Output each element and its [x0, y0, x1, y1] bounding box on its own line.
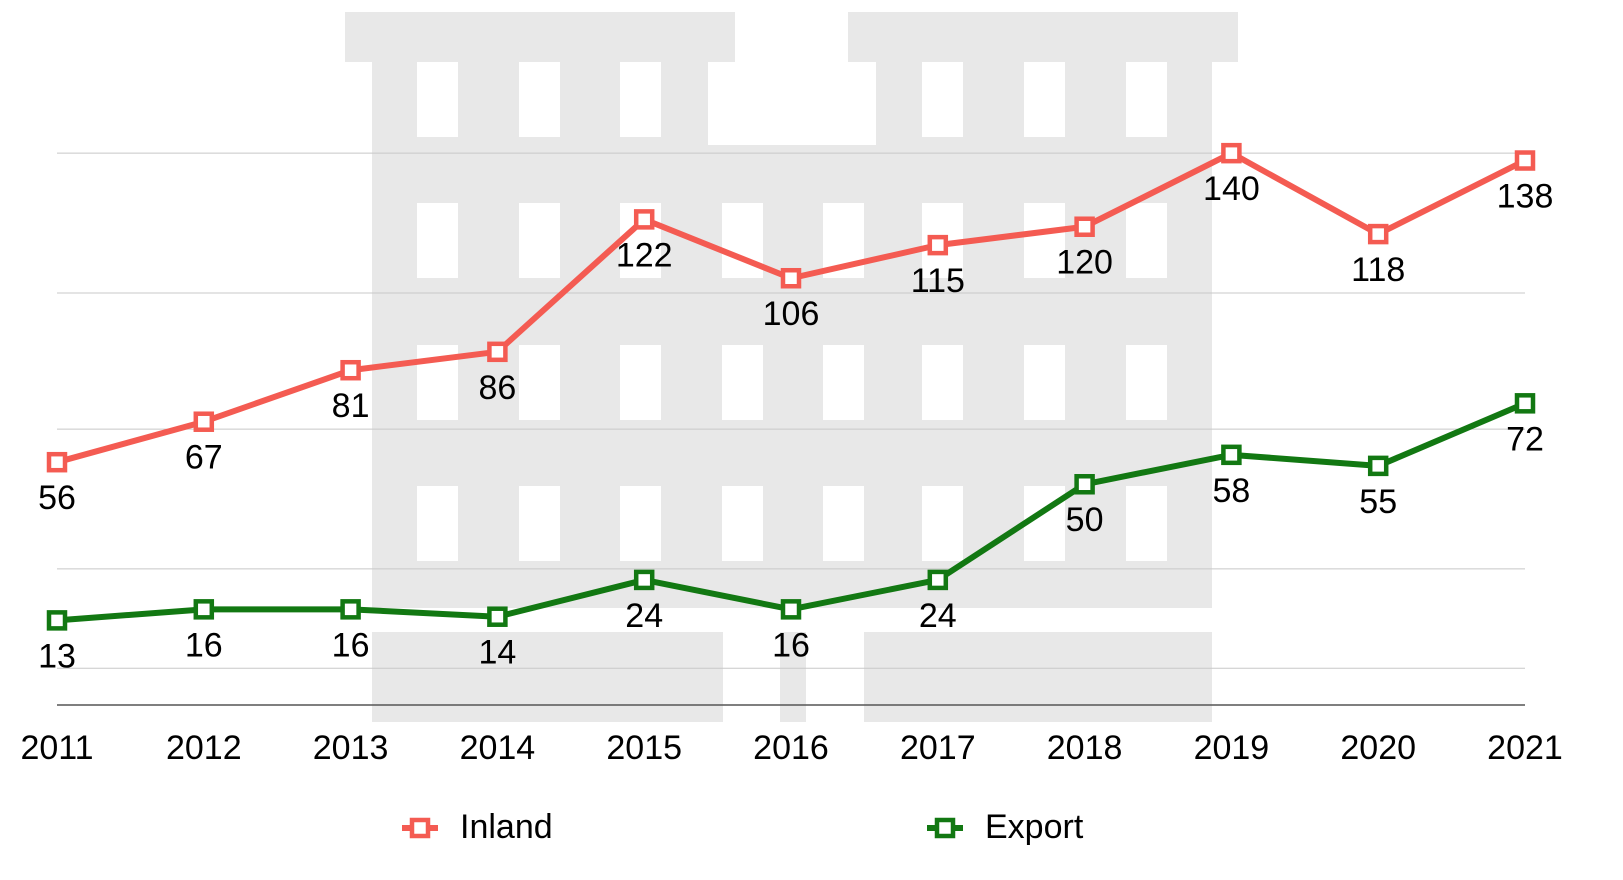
x-tick-label: 2014: [460, 729, 536, 767]
legend-label: Inland: [460, 808, 553, 846]
point-marker: [927, 569, 949, 591]
legend-label: Export: [985, 808, 1084, 846]
x-tick-label: 2013: [313, 729, 389, 767]
value-label: 106: [763, 295, 820, 333]
x-tick-label: 2018: [1047, 729, 1123, 767]
point-marker: [1367, 455, 1389, 477]
point-marker: [193, 411, 215, 432]
point-marker: [487, 606, 508, 627]
x-tick-label: 2012: [166, 729, 242, 767]
value-label: 140: [1203, 170, 1260, 208]
value-label: 56: [38, 479, 76, 517]
point-marker: [780, 267, 802, 289]
x-tick-label: 2015: [606, 729, 682, 767]
point-marker: [633, 569, 655, 591]
point-marker: [1221, 444, 1242, 466]
value-label: 55: [1359, 483, 1397, 521]
value-label: 86: [478, 369, 516, 407]
x-tick-label: 2020: [1340, 729, 1416, 767]
value-label: 138: [1497, 178, 1554, 216]
value-label: 13: [38, 637, 76, 675]
value-label: 24: [919, 597, 957, 635]
value-label: 50: [1066, 501, 1104, 539]
point-marker: [1367, 223, 1389, 245]
value-label: 67: [185, 439, 223, 477]
value-label: 115: [911, 262, 965, 300]
x-tick-label: 2021: [1487, 729, 1563, 767]
legend-marker: [409, 817, 431, 839]
point-marker: [1074, 216, 1095, 237]
legend-marker: [934, 817, 956, 839]
point-marker: [1221, 142, 1242, 164]
value-label: 72: [1506, 420, 1544, 458]
point-marker: [1514, 150, 1536, 171]
value-label: 16: [332, 626, 370, 664]
point-marker: [46, 451, 68, 473]
x-tick-label: 2011: [20, 729, 93, 767]
point-marker: [1074, 474, 1095, 495]
point-marker: [193, 599, 215, 620]
point-marker: [1514, 393, 1536, 414]
value-label: 81: [332, 387, 370, 425]
point-marker: [927, 234, 949, 256]
point-marker: [340, 359, 361, 381]
value-label: 16: [772, 626, 810, 664]
x-tick-label: 2016: [753, 729, 829, 767]
point-marker: [487, 341, 508, 363]
point-marker: [46, 610, 68, 631]
value-label: 16: [185, 626, 223, 664]
value-label: 14: [478, 634, 516, 672]
point-marker: [780, 599, 802, 620]
value-label: 120: [1056, 244, 1113, 282]
value-label: 24: [625, 597, 663, 635]
point-marker: [633, 209, 655, 230]
x-tick-label: 2019: [1194, 729, 1270, 767]
value-label: 122: [616, 236, 673, 274]
x-tick-label: 2017: [900, 729, 976, 767]
value-label: 118: [1351, 251, 1405, 289]
value-label: 58: [1212, 472, 1250, 510]
point-marker: [340, 599, 361, 620]
